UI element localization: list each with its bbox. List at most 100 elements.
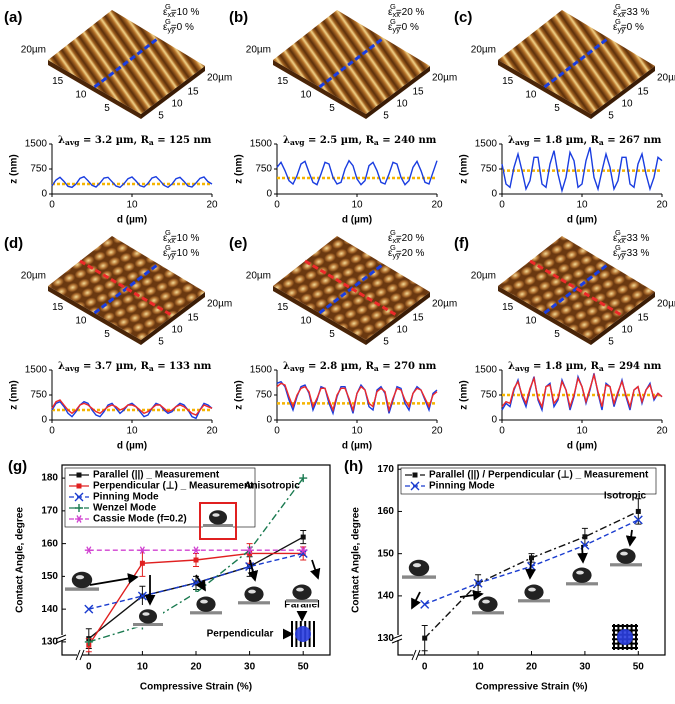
droplet-substrate xyxy=(402,575,436,579)
x-tick-label: 0 xyxy=(49,426,55,437)
profile-line xyxy=(501,372,663,410)
y-tick-label: 1500 xyxy=(250,365,273,376)
image-axis-label: 5 xyxy=(554,329,560,340)
text-part: G xyxy=(615,2,621,11)
droplet xyxy=(196,596,216,612)
y-axis-label: z (nm) xyxy=(9,380,20,409)
marker-square xyxy=(300,534,306,540)
x-tick-label: 50 xyxy=(298,662,310,673)
x-tick-label: 20 xyxy=(656,426,668,437)
droplet-substrate xyxy=(472,611,504,615)
arrow xyxy=(577,544,588,564)
text-part: ε xyxy=(388,233,393,244)
image-axis-label: 15 xyxy=(52,302,64,313)
panel-label: (d) xyxy=(4,235,23,252)
arrow xyxy=(310,559,321,580)
image-axis-label: 20µm xyxy=(432,73,457,84)
y-axis-label: z (nm) xyxy=(234,380,245,409)
marker xyxy=(410,481,420,491)
afm-image-side xyxy=(48,60,141,119)
text-part: ε xyxy=(163,233,168,244)
marker xyxy=(412,472,418,478)
droplet-shine xyxy=(142,612,150,616)
image-axis-label: 10 xyxy=(75,90,87,101)
text-part: G xyxy=(390,17,396,26)
axis-break xyxy=(391,634,403,644)
panel-label: (g) xyxy=(8,458,27,475)
image-axis-label: 15 xyxy=(637,87,649,98)
profile-annotation: λavg = 1.8 µm, Ra = 267 nm xyxy=(508,135,662,148)
legend-box xyxy=(400,467,657,495)
image-axis-label: 5 xyxy=(608,111,614,122)
text-part: G xyxy=(615,243,621,252)
droplet xyxy=(244,586,264,602)
marker-square xyxy=(76,472,82,478)
image-axis-label: 15 xyxy=(52,76,64,87)
strain-label: εxxG=20 % xyxy=(388,228,425,245)
y-tick-label: 130 xyxy=(41,637,58,648)
panel-label: (a) xyxy=(4,9,22,26)
legend-label: Parallel (||) / Perpendicular (⊥) _ Meas… xyxy=(429,470,649,481)
text-part: =20 % xyxy=(396,233,425,244)
afm-image-side xyxy=(141,66,205,119)
y-tick-label: 750 xyxy=(255,390,272,401)
marker xyxy=(192,546,200,554)
afm-image-side xyxy=(273,286,366,345)
text-part: = 267 nm xyxy=(604,135,662,146)
marker xyxy=(473,578,483,588)
x-axis-label: d (µm) xyxy=(117,441,147,452)
profile-annotation: λavg = 1.8 µm, Ra = 294 nm xyxy=(508,361,662,374)
profile-annotation: λavg = 2.5 µm, Ra = 240 nm xyxy=(283,135,437,148)
droplet xyxy=(616,548,636,564)
axis-break-gap xyxy=(413,651,418,659)
droplet xyxy=(408,559,430,577)
text-part: yy xyxy=(392,251,400,260)
image-axis-label: 5 xyxy=(104,103,110,114)
axis-break xyxy=(75,649,85,661)
text-part: avg xyxy=(65,364,80,373)
x-tick-label: 20 xyxy=(656,200,668,211)
image-axis-label: 20µm xyxy=(246,271,271,282)
image-axis-label: 20µm xyxy=(246,45,271,56)
x-axis-label: d (µm) xyxy=(567,441,597,452)
x-tick-label: 0 xyxy=(274,426,280,437)
marker xyxy=(193,557,199,563)
image-axis-label: 5 xyxy=(104,329,110,340)
scan-line xyxy=(304,259,399,318)
legend-label: Pinning Mode xyxy=(429,481,495,492)
y-axis-label: z (nm) xyxy=(9,154,20,183)
text-part: =10 % xyxy=(171,233,200,244)
annotation: Perpendicular xyxy=(207,629,274,640)
x-tick-label: 20 xyxy=(206,200,218,211)
marker xyxy=(75,515,83,523)
strain-label: εyyG=10 % xyxy=(163,243,200,260)
strain-label: εxxG=10 % xyxy=(163,228,200,245)
y-axis-label: z (nm) xyxy=(459,380,470,409)
marker-square xyxy=(582,534,588,540)
text-part: = 3.7 µm, xyxy=(79,361,140,372)
marker-square xyxy=(422,635,428,641)
text-part: G xyxy=(390,2,396,11)
pattern-drop xyxy=(295,626,311,642)
droplet-shine xyxy=(412,563,422,568)
y-tick-label: 0 xyxy=(41,189,47,200)
arrow xyxy=(625,529,637,547)
panel-label: (c) xyxy=(454,9,472,26)
marker-x xyxy=(84,604,94,614)
text-part: G xyxy=(615,228,621,237)
text-part: avg xyxy=(515,364,530,373)
y-tick-label: 1500 xyxy=(25,365,48,376)
panel-label: (b) xyxy=(229,9,248,26)
text-part: =33 % xyxy=(621,233,650,244)
text-part: = 1.8 µm, xyxy=(529,361,590,372)
droplet-shine xyxy=(248,589,256,594)
image-axis-label: 10 xyxy=(525,316,537,327)
droplet-substrate xyxy=(566,582,598,586)
strain-label: εyyG=0 % xyxy=(163,17,194,34)
x-axis-label: d (µm) xyxy=(567,215,597,226)
image-axis-label: 5 xyxy=(158,111,164,122)
x-tick-label: 0 xyxy=(86,662,92,673)
x-axis-label: d (µm) xyxy=(342,215,372,226)
text-part: xx xyxy=(167,236,175,245)
image-axis-label: 15 xyxy=(187,87,199,98)
